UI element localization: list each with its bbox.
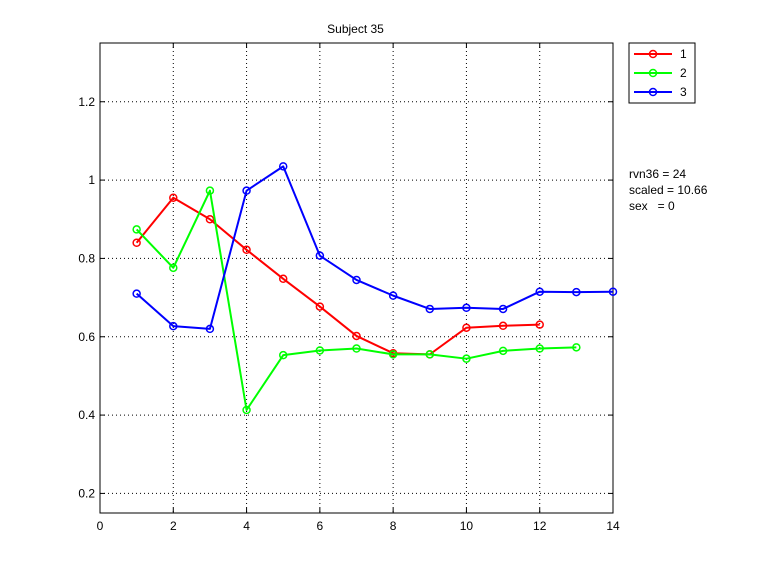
data-point [315,346,325,355]
x-tick-label: 2 [170,519,177,533]
data-point [278,162,288,171]
data-point [572,287,581,297]
annotation-scaled: scaled = 10.66 [629,183,708,197]
data-point [462,303,471,313]
data-point [315,302,325,311]
data-point [242,186,251,195]
legend-marker-3 [648,87,658,97]
data-point [352,344,361,353]
y-tick-label: 0.8 [78,251,95,265]
x-tick-label: 8 [390,519,397,533]
x-tick-label: 14 [606,519,620,533]
data-point [352,275,361,285]
axis-ticks: 0 2 4 6 8 10 12 14 0.2 0.4 0.6 0.8 1 1.2 [78,43,620,533]
data-point [572,343,581,352]
data-point [352,331,361,341]
data-point [132,225,141,234]
data-point [242,405,251,415]
x-tick-label: 6 [317,519,324,533]
legend-label-1: 1 [680,47,687,61]
y-tick-label: 0.6 [78,330,95,344]
y-tick-label: 1 [88,173,95,187]
data-point [315,251,325,260]
series-2 [132,186,581,415]
data-point [169,263,178,273]
data-point [425,350,435,359]
chart-title: Subject 35 [327,22,384,36]
data-point [462,354,471,363]
y-tick-label: 0.4 [78,408,95,422]
legend-label-2: 2 [680,66,687,80]
series-3 [132,162,618,334]
series-line-3 [135,165,614,330]
x-tick-label: 10 [460,519,474,533]
annotation-rvn36: rvn36 = 24 [629,167,687,181]
annotation-sex: sex = 0 [629,199,675,213]
data-point [535,344,544,353]
data-point [132,289,141,298]
x-tick-label: 12 [533,519,547,533]
y-tick-label: 0.2 [78,486,95,500]
data-point [169,193,178,202]
data-point [535,287,544,296]
x-tick-label: 0 [97,519,104,533]
series-layer [132,162,618,415]
x-tick-label: 4 [243,519,250,533]
plot-frame [99,42,614,514]
data-point [278,350,288,360]
legend: 1 2 3 [628,42,696,104]
data-point [388,291,398,300]
legend-label-3: 3 [680,85,687,99]
data-point [498,304,508,314]
data-point [388,350,398,359]
data-point [205,215,215,224]
data-point [205,186,215,195]
data-point [205,324,215,334]
data-point [425,304,435,314]
data-point [242,245,251,255]
data-point [462,323,471,332]
data-point [498,346,508,356]
series-line-1 [135,196,540,356]
data-point [498,321,508,331]
y-tick-label: 1.2 [78,95,95,109]
data-point [169,321,178,331]
legend-marker-1 [648,49,658,59]
data-point [132,238,141,247]
legend-marker-2 [648,68,658,78]
data-point [278,274,288,284]
series-line-2 [135,189,577,411]
data-point [608,287,618,296]
data-point [535,320,544,329]
